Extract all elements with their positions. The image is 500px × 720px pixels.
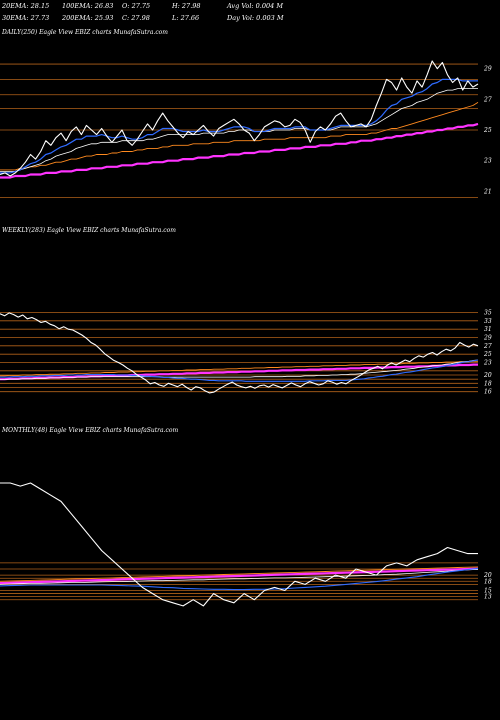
series-line-ema200-0 — [0, 122, 479, 179]
monthly-panel: MONTHLY(48) Eagle View EBIZ charts Munaf… — [0, 427, 492, 607]
y-tick-label-2-2: 15 — [484, 588, 492, 595]
series-line-price-2 — [0, 482, 478, 607]
header-ema20: 20EMA: 28.15 — [1, 2, 49, 10]
header-dayvol: Day Vol: 0.003 M — [226, 14, 284, 22]
y-tick-label-1-5: 25 — [483, 351, 492, 358]
daily-panel-title: DAILY(250) Eagle View EBIZ charts Munafa… — [1, 29, 168, 36]
monthly-panel-title: MONTHLY(48) Eagle View EBIZ charts Munaf… — [1, 427, 179, 434]
y-tick-label-1-9: 16 — [484, 389, 492, 396]
y-tick-label-1-6: 23 — [483, 360, 492, 367]
y-tick-label-1-7: 20 — [483, 372, 492, 379]
y-tick-label-0-4: 21 — [483, 188, 492, 195]
series-line-ema_fast-2 — [0, 567, 479, 591]
series-line-ema_mid-1 — [0, 359, 479, 381]
series-line-ema20-0 — [0, 78, 478, 174]
series-line-ema100-0 — [0, 102, 479, 171]
weekly-panel: WEEKLY(283) Eagle View EBIZ charts Munaf… — [0, 227, 492, 396]
y-tick-label-2-3: 13 — [484, 594, 492, 601]
header-ema200: 200EMA: 25.93 — [61, 14, 113, 22]
header-avgvol: Avg Vol: 0.004 M — [226, 2, 283, 10]
y-tick-label-2-0: 20 — [483, 572, 492, 579]
header-close: C: 27.98 — [122, 14, 150, 22]
header-low: L: 27.66 — [171, 14, 199, 22]
series-line-ema30-0 — [0, 88, 478, 172]
y-tick-label-1-0: 35 — [484, 310, 492, 317]
header-ema30: 30EMA: 27.73 — [2, 14, 49, 22]
header-high: H: 27.98 — [171, 2, 201, 10]
series-line-price-1 — [0, 312, 479, 394]
weekly-panel-title: WEEKLY(283) Eagle View EBIZ charts Munaf… — [2, 227, 176, 234]
y-tick-label-0-0: 29 — [483, 66, 492, 73]
y-tick-label-0-3: 23 — [483, 158, 492, 165]
header-open: O: 27.75 — [122, 2, 150, 10]
y-tick-label-2-1: 18 — [484, 578, 492, 585]
series-line-ema_fast-1 — [0, 359, 479, 382]
daily-panel: DAILY(250) Eagle View EBIZ charts Munafa… — [0, 29, 492, 198]
y-tick-label-1-3: 29 — [483, 335, 492, 342]
series-line-ema_mid-2 — [0, 568, 479, 585]
y-tick-label-0-1: 27 — [483, 96, 492, 103]
header-stats: 20EMA: 28.15 100EMA: 26.83 O: 27.75 H: 2… — [1, 2, 284, 22]
header-ema100: 100EMA: 26.83 — [62, 2, 113, 10]
series-line-ema_slow-2 — [0, 566, 479, 582]
y-tick-label-1-2: 31 — [484, 326, 492, 333]
y-tick-label-1-8: 18 — [484, 380, 492, 387]
y-tick-label-1-1: 33 — [484, 318, 492, 325]
y-tick-label-0-2: 25 — [483, 127, 492, 134]
series-line-ema200-2 — [0, 567, 479, 585]
series-line-price-0 — [0, 60, 479, 177]
y-tick-label-1-4: 27 — [483, 343, 492, 350]
